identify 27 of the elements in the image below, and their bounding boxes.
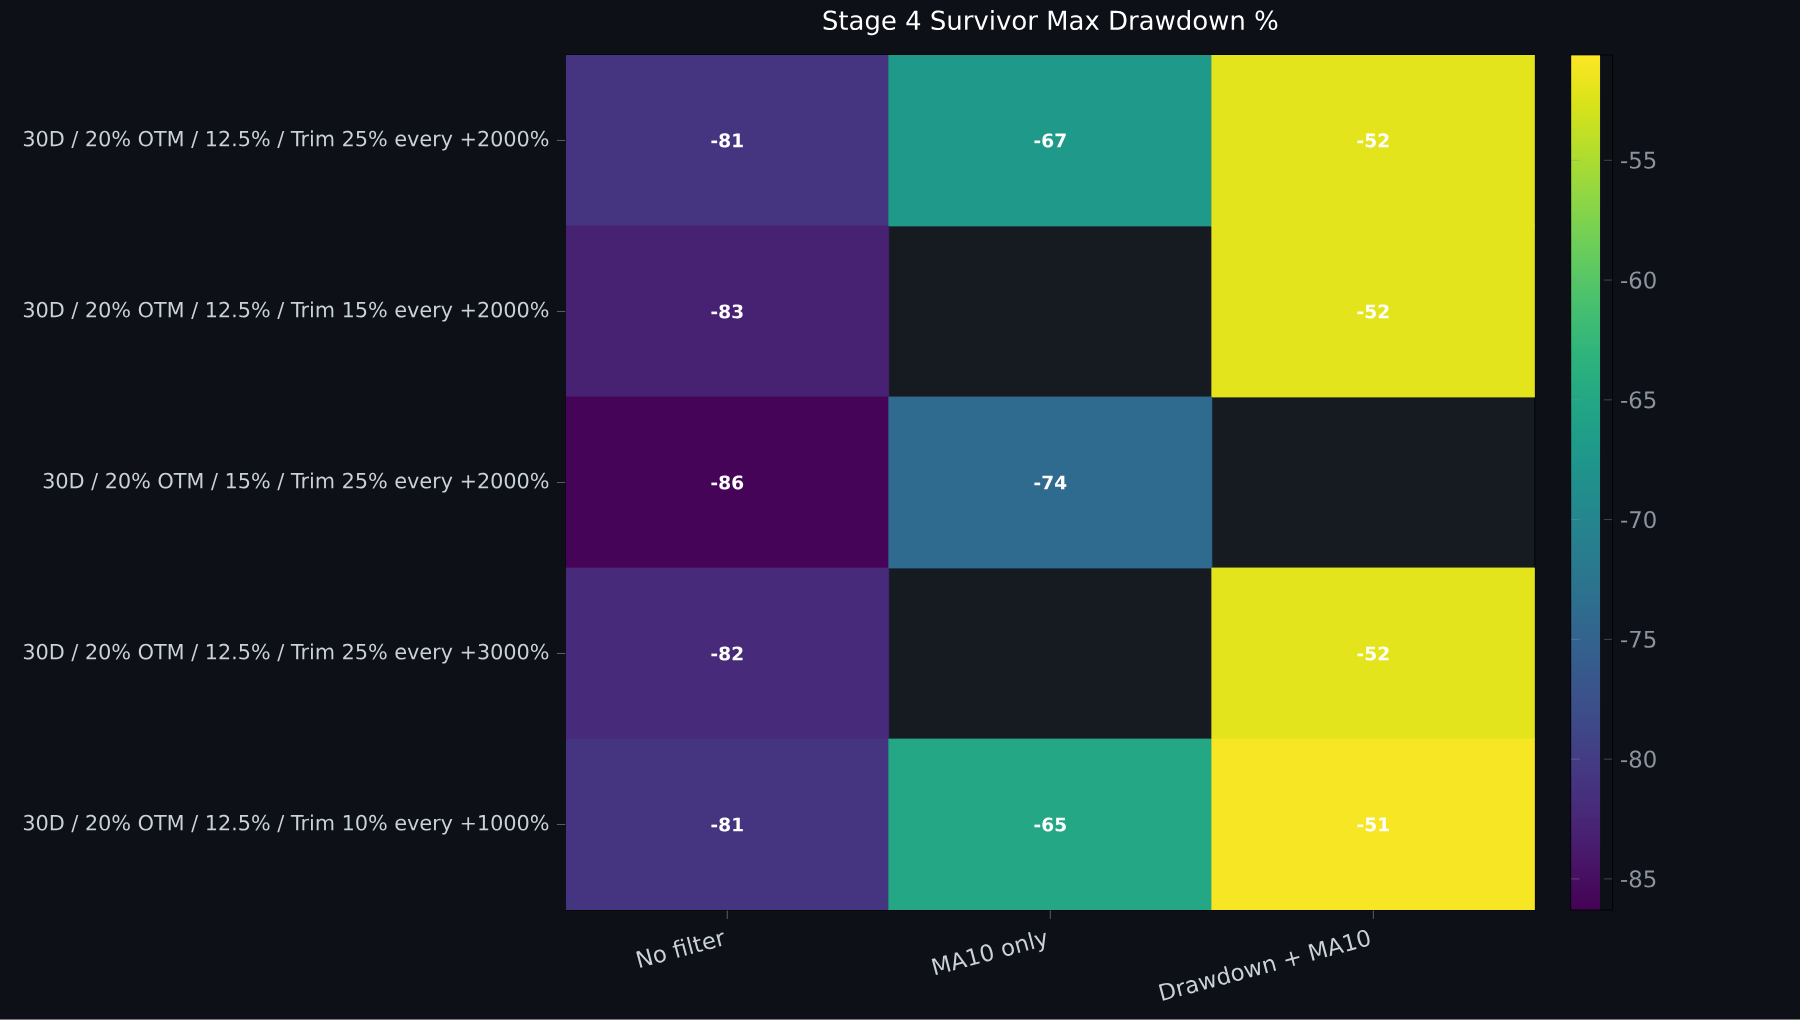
data-label: -52 <box>1357 304 1389 319</box>
data-label: -65 <box>1034 817 1066 832</box>
color-bar-label: -75 <box>1621 630 1656 648</box>
color-bar-label: -60 <box>1621 271 1656 289</box>
data-label: -51 <box>1357 817 1389 832</box>
x-tick-label: No filter <box>636 932 724 968</box>
data-label: -52 <box>1357 646 1389 661</box>
color-bar-label: -65 <box>1621 391 1656 409</box>
y-tick-label: 30D / 20% OTM / 15% / Trim 25% every +2000% <box>43 472 549 493</box>
y-tick-label: 30D / 20% OTM / 12.5% / Trim 25% every +2000% <box>23 130 549 151</box>
color-bar-label: -85 <box>1621 870 1656 888</box>
x-tick-label: MA10 only <box>931 932 1046 976</box>
data-label: -86 <box>711 475 744 490</box>
color-bar-label: -70 <box>1621 511 1656 529</box>
y-tick-label: 30D / 20% OTM / 12.5% / Trim 25% every +3000% <box>23 643 549 664</box>
data-label: -74 <box>1034 475 1067 490</box>
y-tick-label: 30D / 20% OTM / 12.5% / Trim 10% every +1000% <box>23 814 549 835</box>
color-bar-label: -55 <box>1621 151 1656 169</box>
data-label: -81 <box>711 817 743 832</box>
data-label: -81 <box>711 133 743 148</box>
data-label: -82 <box>711 646 743 661</box>
y-tick-label: 30D / 20% OTM / 12.5% / Trim 15% every +2000% <box>23 301 549 322</box>
chart-title: Stage 4 Survivor Max Drawdown % <box>823 10 1278 36</box>
data-label: -52 <box>1357 133 1389 148</box>
data-label: -67 <box>1034 133 1066 148</box>
color-bar-label: -80 <box>1621 750 1656 768</box>
data-label: -83 <box>711 304 743 319</box>
